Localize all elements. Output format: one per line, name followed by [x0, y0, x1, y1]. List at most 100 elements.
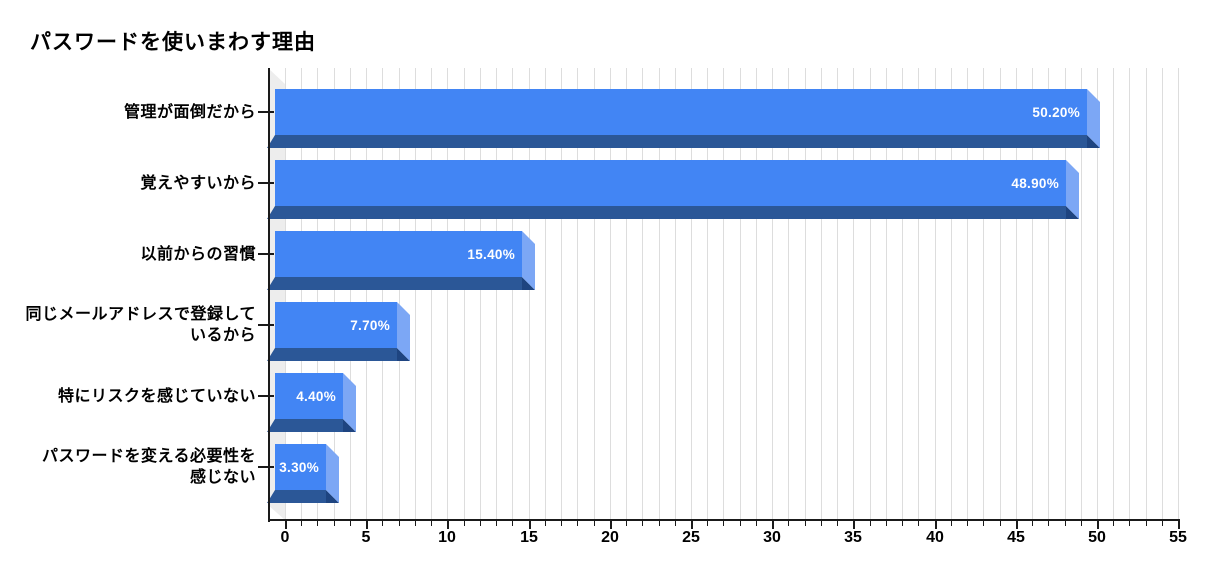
bar-value-label: 15.40% [467, 246, 515, 262]
x-axis-minor-tick [659, 521, 660, 526]
y-axis-tick [258, 466, 274, 468]
gridline [1000, 68, 1001, 520]
x-axis-minor-tick [1048, 521, 1049, 526]
bar-value-label: 48.90% [1011, 175, 1059, 191]
bar-end-cap [1066, 160, 1079, 219]
x-tick-label: 15 [520, 529, 538, 546]
x-axis-minor-tick [626, 521, 627, 526]
gridline [1048, 68, 1049, 520]
x-axis-minor-tick [464, 521, 465, 526]
bar-bottom-face [267, 348, 397, 361]
gridline [301, 68, 302, 520]
x-axis-minor-tick [918, 521, 919, 526]
gridline [626, 68, 627, 520]
bar-end-cap [1087, 89, 1100, 148]
x-axis-minor-tick [902, 521, 903, 526]
gridline [415, 68, 416, 520]
category-label: 同じメールアドレスで登録して いるから [25, 306, 256, 344]
x-axis-minor-tick [480, 521, 481, 526]
chart-title: パスワードを使いまわす理由 [30, 31, 316, 54]
x-axis-minor-tick [334, 521, 335, 526]
x-axis-minor-tick [1081, 521, 1082, 526]
gridline [480, 68, 481, 520]
x-axis-major-tick [691, 521, 693, 529]
x-axis-minor-tick [951, 521, 952, 526]
bar-face [275, 231, 522, 277]
x-axis-minor-tick [577, 521, 578, 526]
gridline [659, 68, 660, 520]
gridline [1097, 68, 1098, 520]
x-axis-minor-tick [1129, 521, 1130, 526]
gridline [805, 68, 806, 520]
bar-value-label: 3.30% [279, 459, 319, 475]
x-axis-minor-tick [415, 521, 416, 526]
gridline [1178, 68, 1179, 520]
x-tick-label: 55 [1169, 529, 1187, 546]
gridline [886, 68, 887, 520]
x-axis-minor-tick [399, 521, 400, 526]
x-axis-minor-tick [545, 521, 546, 526]
gridline [788, 68, 789, 520]
gridline [853, 68, 854, 520]
x-tick-label: 0 [280, 529, 290, 546]
x-axis-minor-tick [594, 521, 595, 526]
bar-face [275, 302, 397, 348]
gridline [382, 68, 383, 520]
gridline [561, 68, 562, 520]
bar-face [275, 160, 1066, 206]
bar-bottom-face [267, 135, 1087, 148]
gridline [399, 68, 400, 520]
gridline [317, 68, 318, 520]
x-axis-major-tick [1097, 521, 1099, 529]
y-axis-tick [258, 111, 274, 113]
x-axis-minor-tick [740, 521, 741, 526]
gridline [464, 68, 465, 520]
x-axis-major-tick [529, 521, 531, 529]
gridline [1113, 68, 1114, 520]
x-axis-minor-tick [837, 521, 838, 526]
y-axis-tick [258, 324, 274, 326]
gridline [642, 68, 643, 520]
gridline [675, 68, 676, 520]
x-axis-major-tick [1178, 521, 1180, 529]
x-axis-minor-tick [431, 521, 432, 526]
category-label: 以前からの習慣 [140, 245, 256, 263]
x-axis-minor-tick [642, 521, 643, 526]
bar-value-label: 7.70% [350, 317, 390, 333]
x-tick-label: 35 [844, 529, 862, 546]
bar-bottom-face [267, 206, 1066, 219]
y-axis-tick [258, 253, 274, 255]
gridline [983, 68, 984, 520]
bar-end-cap [326, 444, 339, 503]
gridline [772, 68, 773, 520]
gridline [723, 68, 724, 520]
gridline [918, 68, 919, 520]
bar-end-cap [397, 302, 410, 361]
x-axis-minor-tick [707, 521, 708, 526]
x-axis-minor-tick [675, 521, 676, 526]
x-axis-minor-tick [1065, 521, 1066, 526]
bar-end-cap [343, 373, 356, 432]
gridline [529, 68, 530, 520]
bar-face [275, 373, 343, 419]
gridline [610, 68, 611, 520]
category-label: 管理が面倒だから [123, 103, 256, 121]
x-axis-minor-tick [1113, 521, 1114, 526]
gridline [431, 68, 432, 520]
x-tick-label: 30 [763, 529, 781, 546]
gridline [1129, 68, 1130, 520]
x-axis-major-tick [853, 521, 855, 529]
gridline [334, 68, 335, 520]
x-axis-minor-tick [350, 521, 351, 526]
bar-face [275, 89, 1087, 135]
x-tick-label: 40 [926, 529, 944, 546]
x-axis-line [268, 519, 1180, 521]
x-tick-label: 20 [601, 529, 619, 546]
x-tick-label: 50 [1088, 529, 1106, 546]
x-axis-minor-tick [496, 521, 497, 526]
x-axis-minor-tick [788, 521, 789, 526]
y-axis-tick [258, 395, 274, 397]
x-axis-minor-tick [301, 521, 302, 526]
gridline [870, 68, 871, 520]
